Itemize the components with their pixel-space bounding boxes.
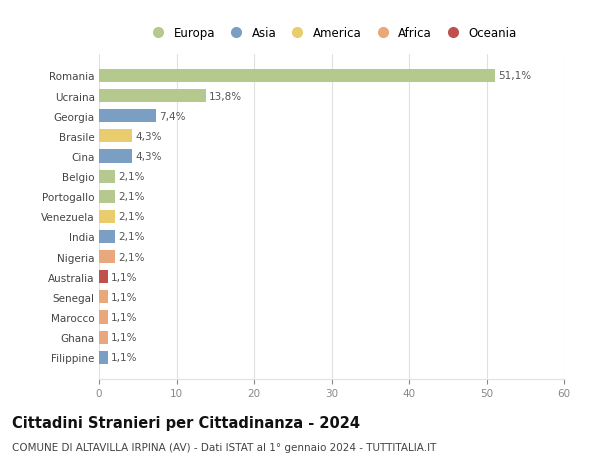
Text: COMUNE DI ALTAVILLA IRPINA (AV) - Dati ISTAT al 1° gennaio 2024 - TUTTITALIA.IT: COMUNE DI ALTAVILLA IRPINA (AV) - Dati I… (12, 442, 436, 452)
Text: 4,3%: 4,3% (136, 151, 162, 162)
Text: 2,1%: 2,1% (118, 212, 145, 222)
Bar (99, 331, 107, 344)
Bar (99, 351, 107, 364)
Text: 13,8%: 13,8% (209, 91, 242, 101)
Bar (99, 271, 107, 284)
Text: 1,1%: 1,1% (110, 332, 137, 342)
Bar (99, 70, 495, 83)
Bar (99, 170, 115, 183)
Bar (99, 90, 206, 103)
Text: 2,1%: 2,1% (118, 252, 145, 262)
Bar (99, 291, 107, 304)
Text: 1,1%: 1,1% (110, 272, 137, 282)
Text: 4,3%: 4,3% (136, 132, 162, 141)
Bar (99, 150, 133, 163)
Bar (99, 130, 133, 143)
Bar (99, 311, 107, 324)
Bar (99, 251, 115, 263)
Text: 2,1%: 2,1% (118, 232, 145, 242)
Text: 2,1%: 2,1% (118, 192, 145, 202)
Text: 51,1%: 51,1% (498, 71, 531, 81)
Bar (99, 110, 157, 123)
Bar (99, 190, 115, 203)
Text: 7,4%: 7,4% (160, 112, 186, 122)
Text: Cittadini Stranieri per Cittadinanza - 2024: Cittadini Stranieri per Cittadinanza - 2… (12, 415, 360, 431)
Bar (99, 210, 115, 224)
Text: 1,1%: 1,1% (110, 292, 137, 302)
Text: 1,1%: 1,1% (110, 353, 137, 363)
Bar (99, 230, 115, 243)
Text: 2,1%: 2,1% (118, 172, 145, 182)
Legend: Europa, Asia, America, Africa, Oceania: Europa, Asia, America, Africa, Oceania (142, 22, 521, 45)
Text: 1,1%: 1,1% (110, 312, 137, 322)
